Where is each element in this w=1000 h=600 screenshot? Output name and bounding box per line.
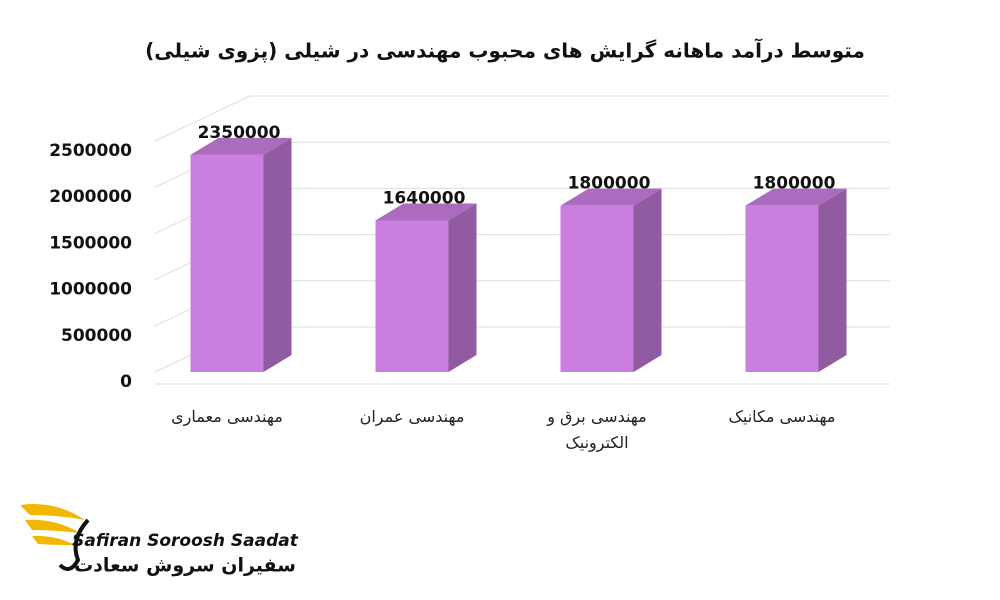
value-label: 1800000 — [568, 174, 651, 194]
y-tick-label: 500000 — [61, 326, 132, 346]
bar-side — [818, 188, 847, 372]
logo-latin: Safiran Soroosh Saadat — [72, 531, 299, 551]
value-label: 1640000 — [383, 188, 466, 208]
value-label: 2350000 — [198, 123, 281, 143]
bar — [745, 205, 819, 372]
bar — [375, 220, 449, 372]
logo-persian: سفیران سروش سعادت — [74, 555, 296, 577]
bar-top — [190, 137, 292, 155]
y-tick-label: 2500000 — [49, 141, 132, 161]
bar-top — [560, 188, 662, 206]
bar — [560, 205, 634, 372]
logo-icon — [20, 504, 90, 571]
value-label: 1800000 — [753, 174, 836, 194]
grid-line — [154, 95, 890, 142]
bar-side — [263, 137, 292, 372]
bar — [190, 154, 264, 372]
x-tick-label: مهندسی عمران — [359, 407, 465, 426]
bar-top — [375, 203, 477, 221]
chart-title: متوسط درآمد ماهانه گرایش های محبوب مهندس… — [145, 38, 865, 64]
bar-side — [448, 203, 477, 372]
y-tick-label: 1500000 — [49, 233, 132, 253]
bar-side — [633, 188, 662, 372]
y-tick-label: 1000000 — [49, 280, 132, 300]
x-tick-label: مهندسی معماری — [171, 407, 283, 426]
y-tick-label: 0 — [120, 372, 132, 392]
x-tick-label: مهندسی مکانیک — [728, 407, 836, 426]
y-tick-label: 2000000 — [49, 187, 132, 207]
x-tick-label: مهندسی برق و الکترونیک — [547, 407, 647, 452]
bar-top — [745, 188, 847, 206]
